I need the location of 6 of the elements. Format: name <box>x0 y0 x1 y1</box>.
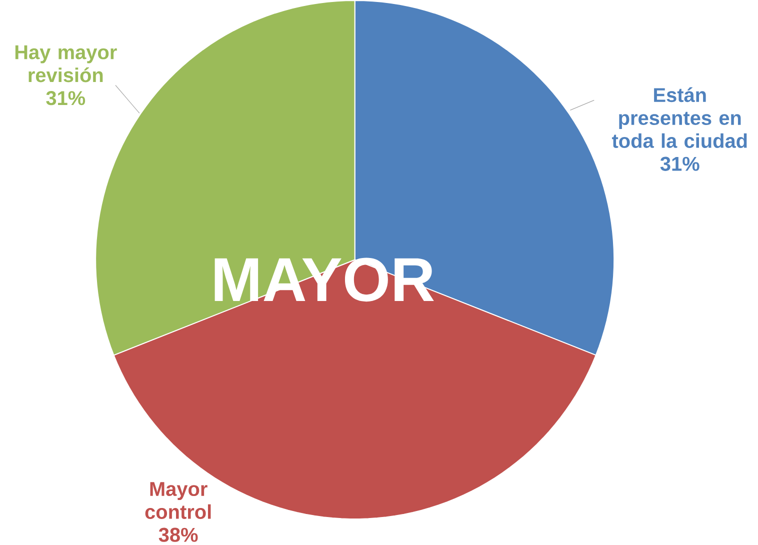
slice-label: Mayor control <box>145 482 211 519</box>
data-label: 31% <box>46 90 86 106</box>
data-label: 31% <box>660 156 700 171</box>
slice-label: Están presentes en toda la ciudad <box>612 87 747 148</box>
data-label: 38% <box>158 528 198 542</box>
slice-label: Hay mayor revisión <box>15 45 117 82</box>
